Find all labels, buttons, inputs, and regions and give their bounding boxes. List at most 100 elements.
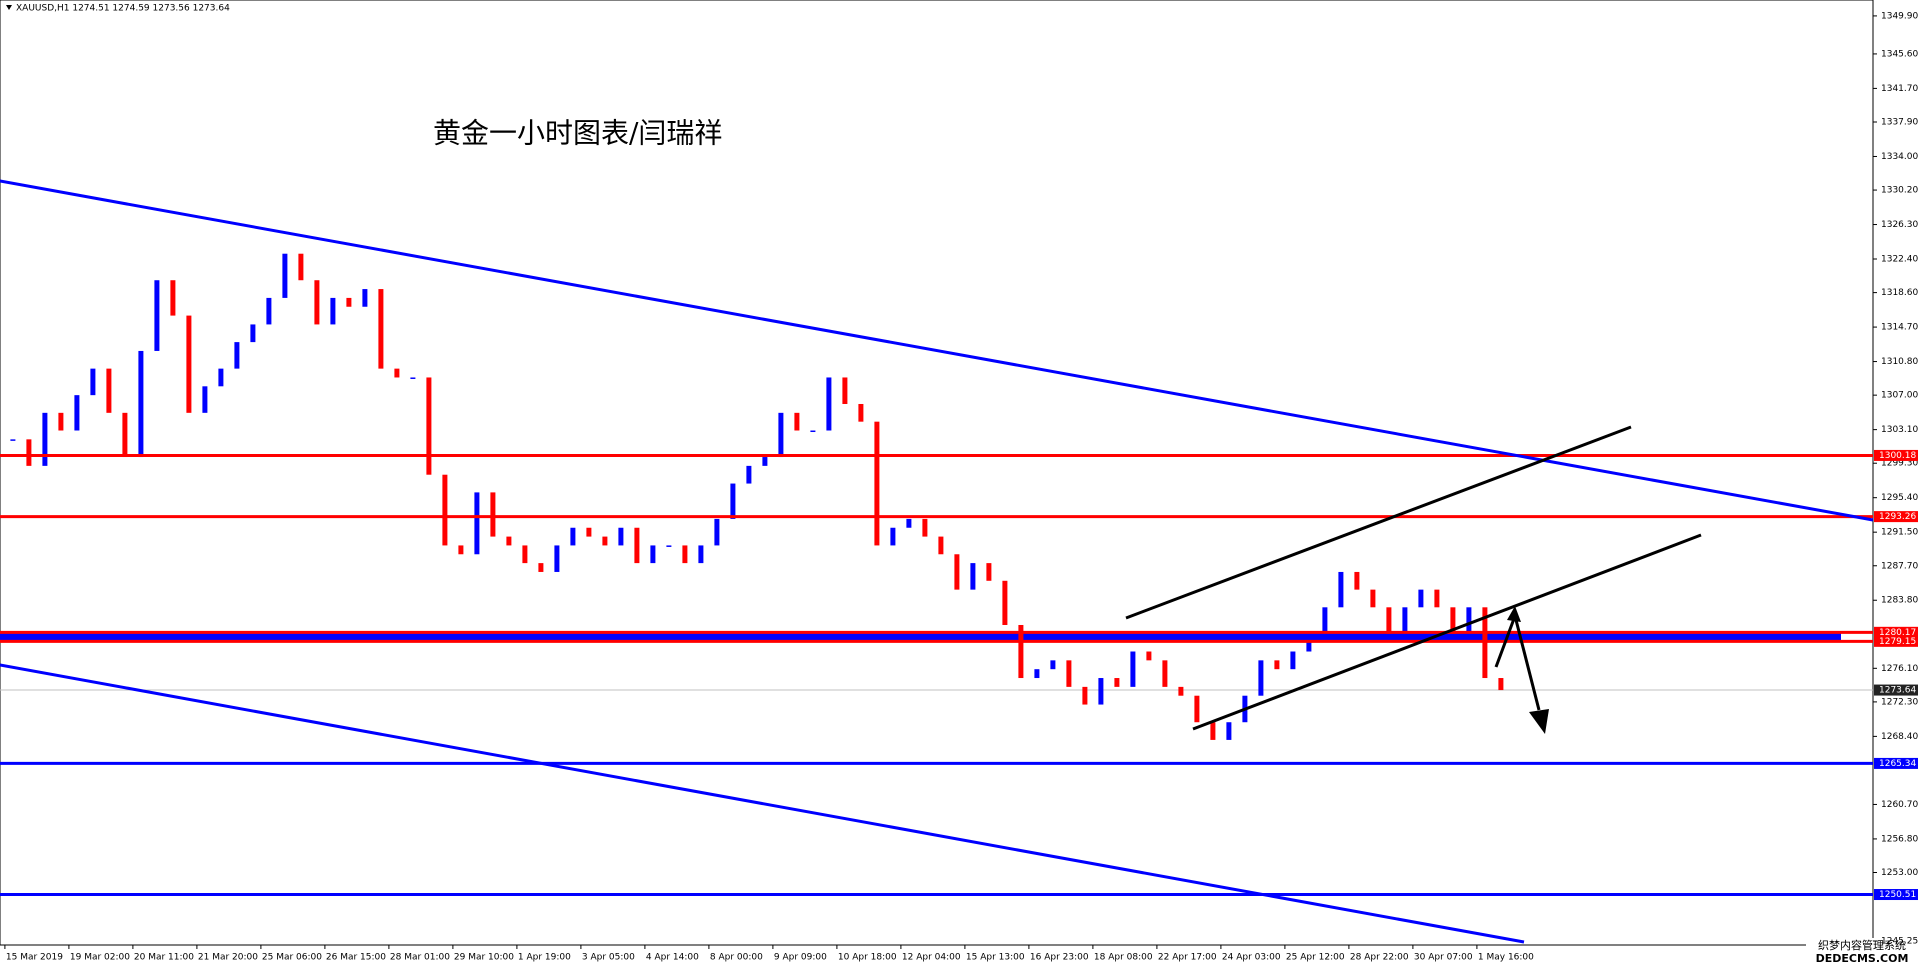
x-tick-label: 26 Mar 15:00 — [326, 953, 386, 963]
candle — [298, 253, 304, 281]
candle — [186, 315, 192, 413]
candle — [1098, 678, 1104, 705]
y-tick-label: 1268.40 — [1881, 732, 1918, 742]
candle — [170, 280, 176, 316]
candle — [634, 527, 640, 564]
candle — [842, 377, 848, 404]
candle — [762, 457, 768, 466]
candle — [1066, 660, 1072, 687]
candle — [410, 377, 416, 379]
candle — [1034, 669, 1040, 679]
candle — [10, 439, 16, 441]
menu-triangle — [6, 5, 12, 10]
x-tick-label: 28 Apr 22:00 — [1350, 953, 1409, 963]
candle — [154, 280, 160, 351]
level-label: 1250.51 — [1879, 890, 1916, 900]
level-label: 1265.34 — [1879, 759, 1916, 769]
y-tick-label: 1291.50 — [1881, 528, 1918, 538]
candle — [746, 465, 752, 484]
y-tick-label: 1245.25 — [1881, 937, 1918, 947]
candle — [74, 395, 80, 431]
candle — [266, 297, 272, 325]
x-tick-label: 29 Mar 10:00 — [454, 953, 514, 963]
last-price-label: 1273.64 — [1879, 686, 1916, 696]
y-tick-label: 1276.10 — [1881, 664, 1918, 674]
candle — [794, 412, 800, 431]
x-tick-label: 21 Mar 20:00 — [198, 953, 258, 963]
level-band — [0, 632, 1841, 642]
x-tick-label: 15 Apr 13:00 — [966, 953, 1025, 963]
x-tick-label: 28 Mar 01:00 — [390, 953, 450, 963]
candle — [906, 518, 912, 528]
y-tick-label: 1283.80 — [1881, 596, 1918, 606]
candle — [730, 483, 736, 519]
candle — [1418, 589, 1424, 608]
candle — [666, 545, 672, 547]
candle — [42, 412, 48, 466]
candle — [442, 474, 448, 546]
candle — [538, 563, 544, 572]
candle — [650, 545, 656, 564]
candle — [346, 297, 352, 307]
candle — [1290, 651, 1296, 670]
y-tick-label: 1345.60 — [1881, 49, 1918, 59]
candle — [938, 536, 944, 555]
x-tick-label: 18 Apr 08:00 — [1094, 953, 1153, 963]
candle — [394, 368, 400, 378]
y-tick-label: 1318.60 — [1881, 288, 1918, 298]
candle — [250, 324, 256, 343]
candle — [1002, 580, 1008, 625]
y-tick-label: 1322.40 — [1881, 255, 1918, 265]
level-label: 1280.17 — [1879, 628, 1916, 638]
candle — [522, 545, 528, 564]
x-tick-label: 1 Apr 19:00 — [518, 953, 571, 963]
channel-upper — [0, 179, 1874, 522]
x-tick-label: 25 Apr 12:00 — [1286, 953, 1345, 963]
y-tick-label: 1314.70 — [1881, 323, 1918, 333]
x-tick-label: 8 Apr 00:00 — [710, 953, 763, 963]
candle — [922, 518, 928, 537]
level-label-bg — [1874, 635, 1918, 647]
candle — [986, 563, 992, 581]
candle — [714, 518, 720, 546]
watermark-bg — [1806, 938, 1919, 966]
candle — [378, 289, 384, 369]
x-tick-label: 30 Apr 07:00 — [1414, 953, 1473, 963]
content — [0, 253, 1873, 897]
candle — [122, 412, 128, 458]
y-tick-label: 1310.80 — [1881, 357, 1918, 367]
candle — [58, 412, 64, 431]
candle — [1226, 722, 1232, 740]
x-tick-label: 24 Apr 03:00 — [1222, 953, 1281, 963]
candle — [1146, 651, 1152, 661]
y-tick-label: 1341.70 — [1881, 84, 1918, 94]
x-tick-label: 10 Apr 18:00 — [838, 953, 897, 963]
y-tick-label: 1326.30 — [1881, 220, 1918, 230]
candle — [1178, 686, 1184, 696]
level-label-bg — [1874, 757, 1918, 769]
candle — [490, 492, 496, 537]
candle — [874, 421, 880, 546]
x-tick-label: 19 Mar 02:00 — [70, 953, 130, 963]
candle — [1274, 660, 1280, 670]
candle — [1434, 589, 1440, 608]
candle — [506, 536, 512, 546]
y-tick-label: 1260.70 — [1881, 800, 1918, 810]
candle — [1258, 660, 1264, 696]
level-label-bg — [1874, 626, 1918, 638]
y-tick-label: 1334.00 — [1881, 152, 1918, 162]
candle — [138, 350, 144, 458]
candle — [698, 545, 704, 564]
candle — [954, 554, 960, 590]
x-tick-label: 12 Apr 04:00 — [902, 953, 961, 963]
x-tick-label: 1 May 16:00 — [1478, 953, 1534, 963]
y-tick-label: 1307.00 — [1881, 391, 1918, 401]
x-tick-label: 9 Apr 09:00 — [774, 953, 827, 963]
candle — [858, 403, 864, 422]
y-tick-label: 1337.90 — [1881, 117, 1918, 127]
candle — [314, 280, 320, 325]
candle — [474, 492, 480, 555]
level-label: 1279.15 — [1879, 637, 1916, 647]
